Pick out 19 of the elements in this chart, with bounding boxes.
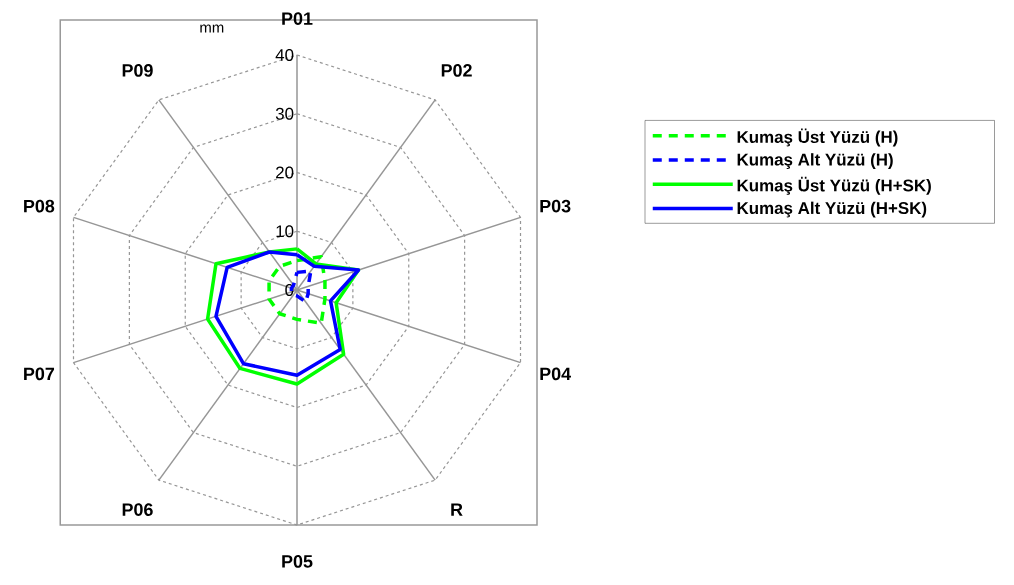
legend-label: Kumaş Alt Yüzü (H+SK) bbox=[737, 201, 927, 218]
text: mm bbox=[200, 24, 224, 33]
spoke-label: P07 bbox=[24, 367, 55, 381]
spoke-label: P02 bbox=[441, 64, 472, 77]
y-tick-label: 30 bbox=[275, 107, 294, 120]
spoke-label: P03 bbox=[540, 199, 571, 213]
legend-label: Kumaş Üst Yüzü (H) bbox=[737, 128, 898, 147]
spoke-label: P01 bbox=[282, 12, 313, 25]
spoke-label: P04 bbox=[540, 367, 571, 381]
spoke-label: R bbox=[451, 503, 463, 516]
spoke-label: P09 bbox=[122, 64, 153, 77]
y-tick-label: 20 bbox=[276, 166, 294, 179]
y-tick-label: 10 bbox=[276, 225, 294, 238]
legend-label: Kumaş Üst Yüzü (H+SK) bbox=[737, 176, 931, 195]
spoke-label: P08 bbox=[24, 199, 55, 213]
spoke-label: P05 bbox=[282, 555, 313, 568]
legend-label: Kumaş Alt Yüzü (H) bbox=[737, 153, 893, 169]
y-tick-label: 40 bbox=[275, 49, 294, 61]
spoke-label: P06 bbox=[122, 503, 153, 516]
